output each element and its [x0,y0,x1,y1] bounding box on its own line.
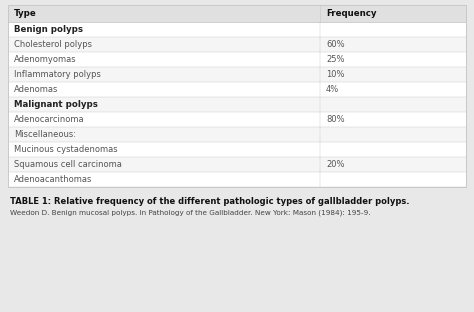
Bar [8,82,466,97]
Bar [8,172,466,187]
Text: Mucinous cystadenomas: Mucinous cystadenomas [14,145,118,154]
Bar [8,37,466,52]
Bar [8,5,466,187]
Text: Cholesterol polyps: Cholesterol polyps [14,40,92,49]
Bar [8,157,466,172]
Text: 20%: 20% [326,160,345,169]
Text: Inflammatory polyps: Inflammatory polyps [14,70,101,79]
Text: Adenomas: Adenomas [14,85,58,94]
Text: 80%: 80% [326,115,345,124]
Text: 10%: 10% [326,70,345,79]
Text: Weedon D. Benign mucosal polyps. In Pathology of the Gallbladder. New York: Maso: Weedon D. Benign mucosal polyps. In Path… [10,210,371,217]
Text: 4%: 4% [326,85,339,94]
Text: Type: Type [14,9,37,18]
Bar [8,97,466,112]
Text: 60%: 60% [326,40,345,49]
Bar [8,5,466,22]
Bar [8,112,466,127]
Bar [8,127,466,142]
Bar [8,22,466,37]
Text: Adenocarcinoma: Adenocarcinoma [14,115,85,124]
Text: Frequency: Frequency [326,9,376,18]
Bar [8,142,466,157]
Text: Squamous cell carcinoma: Squamous cell carcinoma [14,160,122,169]
Bar [8,52,466,67]
Bar [8,5,466,187]
Text: Benign polyps: Benign polyps [14,25,83,34]
Text: Miscellaneous:: Miscellaneous: [14,130,76,139]
Text: Adenomyomas: Adenomyomas [14,55,77,64]
Text: 25%: 25% [326,55,345,64]
Text: Malignant polyps: Malignant polyps [14,100,98,109]
Bar [0,190,474,312]
Bar [8,67,466,82]
Text: TABLE 1: Relative frequency of the different pathologic types of gallbladder pol: TABLE 1: Relative frequency of the diffe… [10,197,410,206]
Text: Adenoacanthomas: Adenoacanthomas [14,175,92,184]
